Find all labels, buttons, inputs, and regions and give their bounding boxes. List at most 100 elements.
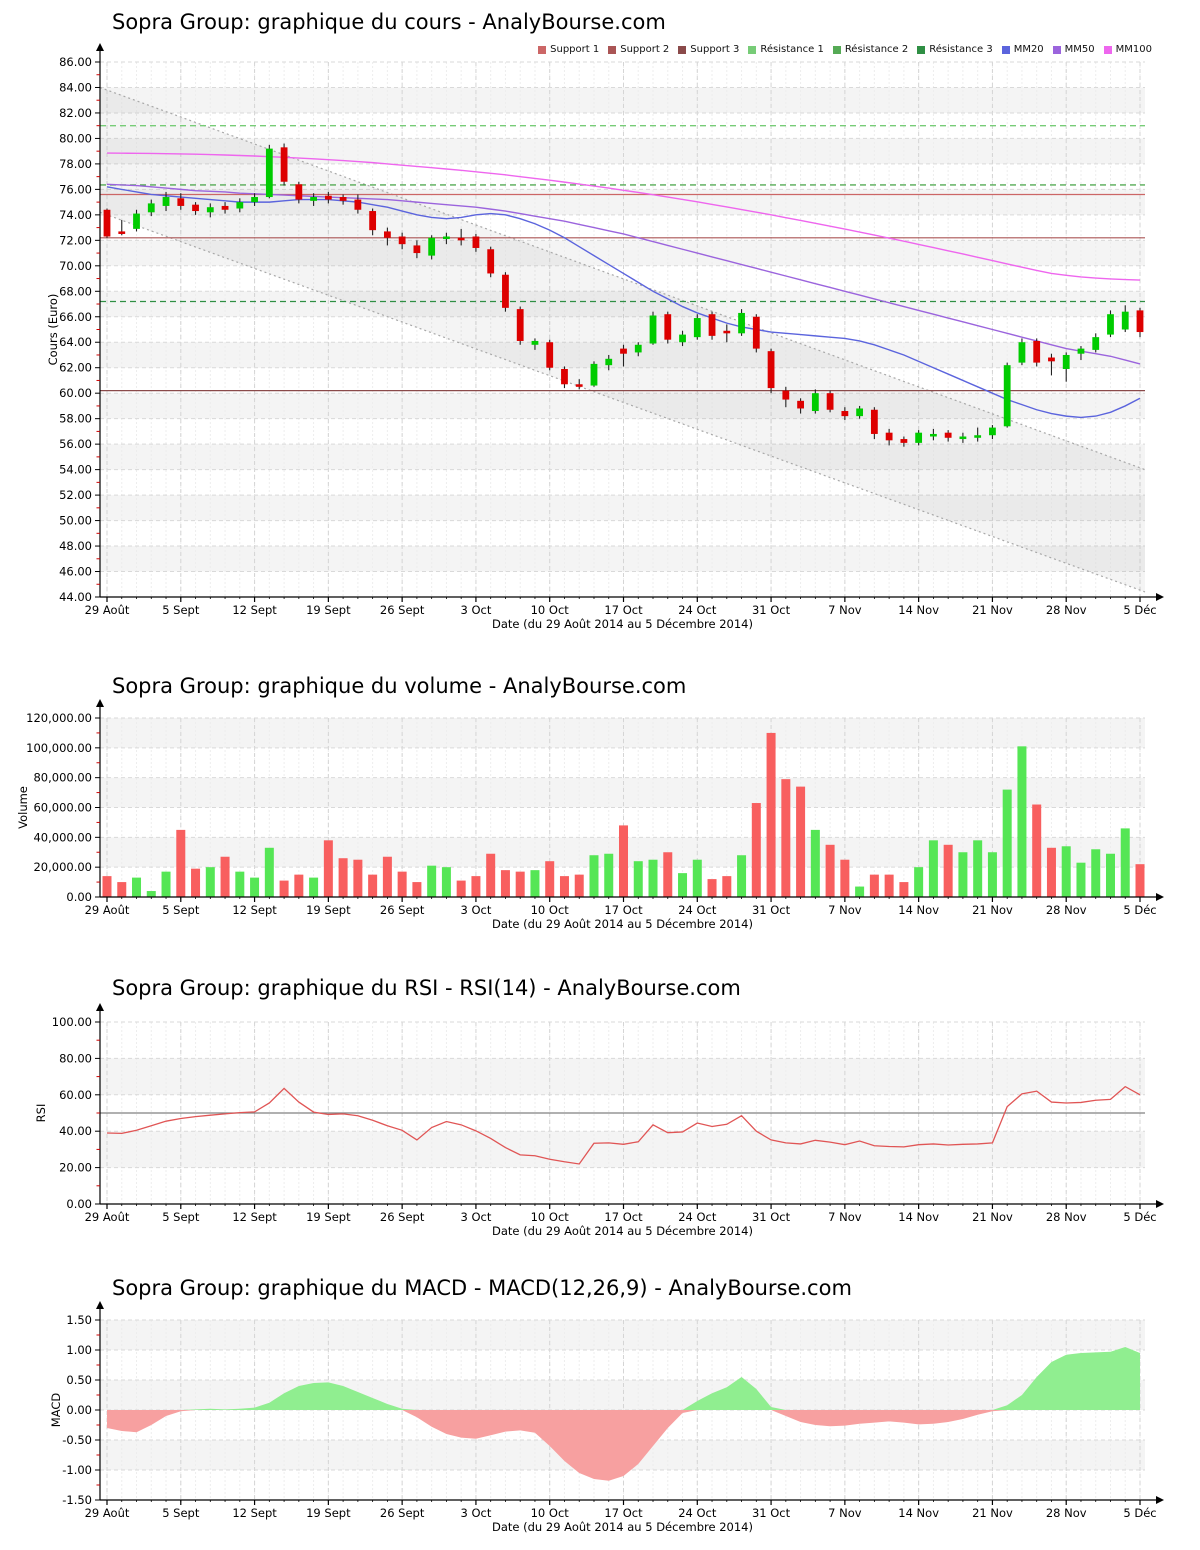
svg-text:52.00: 52.00	[59, 488, 92, 502]
legend-swatch	[1103, 45, 1112, 54]
svg-text:0.00: 0.00	[66, 890, 92, 904]
rsi-chart-title: Sopra Group: graphique du RSI - RSI(14) …	[112, 976, 741, 1000]
svg-text:Date (du 29 Août 2014 au 5 Déc: Date (du 29 Août 2014 au 5 Décembre 2014…	[492, 1224, 753, 1238]
svg-text:120,000.00: 120,000.00	[26, 711, 92, 725]
svg-text:21 Nov: 21 Nov	[972, 1506, 1013, 1520]
svg-text:26 Sept: 26 Sept	[380, 1506, 425, 1520]
svg-text:5 Sept: 5 Sept	[162, 1210, 200, 1224]
svg-text:80.00: 80.00	[59, 131, 92, 145]
cours-legend: Support 1 Support 2 Support 3 Résistance 1 R…	[538, 44, 1152, 55]
svg-text:3 Oct: 3 Oct	[461, 1210, 492, 1224]
svg-text:46.00: 46.00	[59, 565, 92, 579]
svg-text:0.00: 0.00	[66, 1197, 92, 1211]
svg-text:RSI: RSI	[34, 1104, 48, 1123]
svg-text:0.50: 0.50	[66, 1373, 92, 1387]
svg-text:3 Oct: 3 Oct	[461, 1506, 492, 1520]
svg-text:10 Oct: 10 Oct	[531, 903, 570, 917]
svg-text:28 Nov: 28 Nov	[1046, 603, 1087, 617]
svg-text:21 Nov: 21 Nov	[972, 903, 1013, 917]
svg-text:40.00: 40.00	[59, 1124, 92, 1138]
svg-text:60.00: 60.00	[59, 386, 92, 400]
svg-text:1.50: 1.50	[66, 1313, 92, 1327]
svg-text:Volume: Volume	[16, 786, 30, 829]
svg-text:29 Août: 29 Août	[85, 1210, 130, 1224]
legend-item-mm100: MM100	[1103, 44, 1152, 55]
svg-text:26 Sept: 26 Sept	[380, 903, 425, 917]
svg-text:64.00: 64.00	[59, 335, 92, 349]
svg-text:24 Oct: 24 Oct	[678, 1210, 717, 1224]
svg-text:5 Déc: 5 Déc	[1123, 1506, 1156, 1520]
svg-text:72.00: 72.00	[59, 233, 92, 247]
svg-text:100.00: 100.00	[52, 1015, 92, 1029]
svg-text:31 Oct: 31 Oct	[752, 1210, 791, 1224]
svg-text:5 Déc: 5 Déc	[1123, 603, 1156, 617]
legend-item-r-sistance-2: Résistance 2	[832, 44, 908, 55]
legend-item-support-2: Support 2	[608, 44, 669, 55]
svg-text:21 Nov: 21 Nov	[972, 1210, 1013, 1224]
svg-text:-0.50: -0.50	[62, 1433, 92, 1447]
svg-text:62.00: 62.00	[59, 361, 92, 375]
svg-text:28 Nov: 28 Nov	[1046, 903, 1087, 917]
macd-plot: -1.50 -1.00 -0.50 0.00 0.50 1.00 1.50 29 Août 5 …	[49, 1301, 1164, 1534]
svg-text:29 Août: 29 Août	[85, 1506, 130, 1520]
svg-text:0.00: 0.00	[66, 1403, 92, 1417]
svg-text:10 Oct: 10 Oct	[531, 1210, 570, 1224]
svg-text:24 Oct: 24 Oct	[678, 903, 717, 917]
svg-text:68.00: 68.00	[59, 284, 92, 298]
svg-text:17 Oct: 17 Oct	[604, 903, 643, 917]
svg-text:19 Sept: 19 Sept	[306, 603, 351, 617]
svg-text:14 Nov: 14 Nov	[898, 1210, 939, 1224]
svg-text:26 Sept: 26 Sept	[380, 1210, 425, 1224]
svg-text:17 Oct: 17 Oct	[604, 1210, 643, 1224]
svg-text:76.00: 76.00	[59, 182, 92, 196]
svg-text:54.00: 54.00	[59, 463, 92, 477]
legend-item-mm20: MM20	[1001, 44, 1044, 55]
svg-text:10 Oct: 10 Oct	[531, 603, 570, 617]
svg-text:28 Nov: 28 Nov	[1046, 1210, 1087, 1224]
svg-text:17 Oct: 17 Oct	[604, 603, 643, 617]
legend-swatch	[538, 45, 547, 54]
legend-item-support-3: Support 3	[678, 44, 739, 55]
svg-text:56.00: 56.00	[59, 437, 92, 451]
svg-text:7 Nov: 7 Nov	[828, 903, 862, 917]
svg-text:12 Sept: 12 Sept	[232, 903, 277, 917]
svg-text:58.00: 58.00	[59, 412, 92, 426]
svg-text:24 Oct: 24 Oct	[678, 603, 717, 617]
svg-text:19 Sept: 19 Sept	[306, 1506, 351, 1520]
svg-text:12 Sept: 12 Sept	[232, 1506, 277, 1520]
legend-swatch	[917, 45, 926, 54]
volume-plot: 0.00 20,000.00 40,000.00 60,000.00 80,000.00…	[16, 699, 1164, 931]
svg-text:70.00: 70.00	[59, 259, 92, 273]
svg-text:21 Nov: 21 Nov	[972, 603, 1013, 617]
cours-chart-title: Sopra Group: graphique du cours - AnalyB…	[112, 10, 666, 34]
svg-text:40,000.00: 40,000.00	[33, 830, 92, 844]
svg-text:44.00: 44.00	[59, 590, 92, 604]
svg-text:7 Nov: 7 Nov	[828, 1210, 862, 1224]
svg-text:5 Sept: 5 Sept	[162, 903, 200, 917]
svg-text:19 Sept: 19 Sept	[306, 903, 351, 917]
svg-text:MACD: MACD	[49, 1393, 63, 1428]
svg-text:78.00: 78.00	[59, 157, 92, 171]
legend-swatch	[1001, 45, 1010, 54]
cours-plot: 44.00 46.00 48.00 50.00 52.00 54.00 56.00 58.00…	[46, 43, 1164, 631]
volume-chart-title: Sopra Group: graphique du volume - Analy…	[112, 674, 687, 698]
svg-text:1.00: 1.00	[66, 1343, 92, 1357]
svg-text:80,000.00: 80,000.00	[33, 771, 92, 785]
legend-swatch	[1052, 45, 1061, 54]
svg-text:24 Oct: 24 Oct	[678, 1506, 717, 1520]
svg-text:12 Sept: 12 Sept	[232, 603, 277, 617]
svg-text:80.00: 80.00	[59, 1051, 92, 1065]
svg-text:26 Sept: 26 Sept	[380, 603, 425, 617]
svg-text:12 Sept: 12 Sept	[232, 1210, 277, 1224]
svg-text:31 Oct: 31 Oct	[752, 1506, 791, 1520]
svg-text:5 Sept: 5 Sept	[162, 603, 200, 617]
svg-text:-1.00: -1.00	[62, 1463, 92, 1477]
svg-text:28 Nov: 28 Nov	[1046, 1506, 1087, 1520]
svg-text:86.00: 86.00	[59, 55, 92, 69]
macd-chart-title: Sopra Group: graphique du MACD - MACD(12…	[112, 1276, 852, 1300]
legend-item-r-sistance-1: Résistance 1	[748, 44, 824, 55]
svg-text:60.00: 60.00	[59, 1088, 92, 1102]
legend-swatch	[832, 45, 841, 54]
